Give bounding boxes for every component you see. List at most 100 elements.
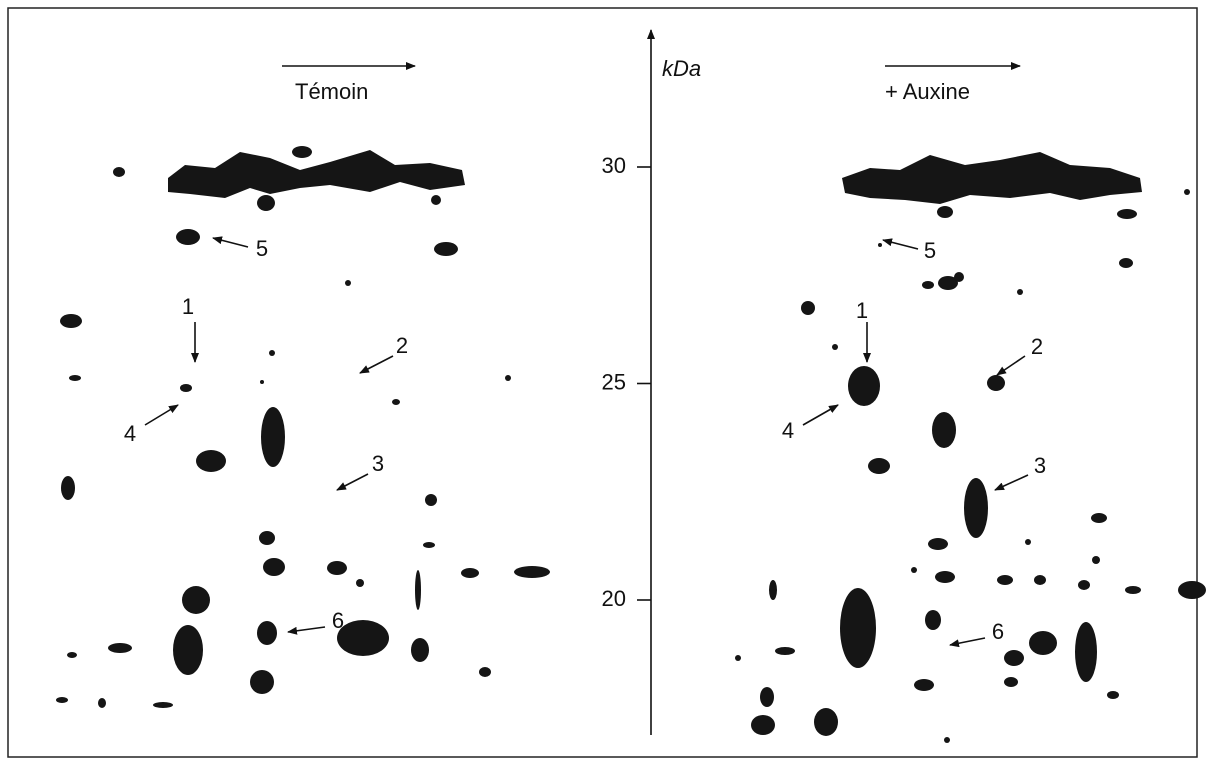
spot-label: 1 — [182, 294, 194, 319]
spot-label: 1 — [856, 298, 868, 323]
protein-spot — [964, 478, 988, 538]
protein-spot — [434, 242, 458, 256]
protein-spot — [479, 667, 491, 677]
spot-arrow — [882, 238, 919, 250]
protein-spot — [196, 450, 226, 472]
protein-spot — [937, 206, 953, 218]
protein-spot — [925, 610, 941, 630]
protein-spot — [356, 579, 364, 587]
protein-spot — [113, 167, 125, 177]
protein-spot — [461, 568, 479, 578]
protein-spot — [257, 621, 277, 645]
protein-spot — [832, 344, 838, 350]
protein-spot — [260, 380, 264, 384]
protein-spot — [56, 697, 68, 703]
protein-spot — [1075, 622, 1097, 682]
spot-band — [842, 152, 1142, 204]
protein-spot — [848, 366, 880, 406]
protein-spot — [67, 652, 77, 658]
panel-title: + Auxine — [885, 79, 970, 104]
spot-label: 6 — [992, 619, 1004, 644]
protein-spot — [153, 702, 173, 708]
protein-spot — [911, 567, 917, 573]
protein-spot — [263, 558, 285, 576]
protein-spot — [935, 571, 955, 583]
protein-spot — [392, 399, 400, 405]
protein-spot — [1184, 189, 1190, 195]
protein-spot — [840, 588, 876, 668]
axis-label: kDa — [662, 56, 701, 81]
protein-spot — [997, 575, 1013, 585]
spot-label: 3 — [1034, 453, 1046, 478]
protein-spot — [987, 375, 1005, 391]
protein-spot — [505, 375, 511, 381]
protein-spot — [327, 561, 347, 575]
protein-spot — [922, 281, 934, 289]
protein-spot — [337, 620, 389, 656]
protein-spot — [801, 301, 815, 315]
spot-label: 3 — [372, 451, 384, 476]
spot-arrow — [994, 474, 1029, 491]
protein-spot — [514, 566, 550, 578]
protein-spot — [1117, 209, 1137, 219]
protein-spot — [954, 272, 964, 282]
spot-arrow — [287, 626, 326, 635]
protein-spot — [938, 276, 958, 290]
protein-spot — [814, 708, 838, 736]
protein-spot — [423, 542, 435, 548]
protein-spot — [928, 538, 948, 550]
protein-spot — [292, 146, 312, 158]
protein-spot — [431, 195, 441, 205]
protein-spot — [1017, 289, 1023, 295]
spot-arrow — [336, 473, 369, 491]
spot-label: 2 — [396, 333, 408, 358]
protein-spot — [1107, 691, 1119, 699]
spot-arrow — [949, 637, 986, 648]
spot-label: 5 — [924, 238, 936, 263]
spot-arrow — [996, 355, 1026, 376]
protein-spot — [914, 679, 934, 691]
spot-band — [168, 150, 465, 198]
protein-spot — [415, 570, 421, 610]
spot-label: 2 — [1031, 334, 1043, 359]
protein-spot — [769, 580, 777, 600]
spot-arrow — [359, 355, 394, 374]
spot-label: 6 — [332, 608, 344, 633]
tick-label: 25 — [602, 369, 626, 394]
protein-spot — [878, 243, 882, 247]
protein-spot — [269, 350, 275, 356]
protein-spot — [259, 531, 275, 545]
spot-label: 4 — [124, 421, 136, 446]
tick-label: 20 — [602, 586, 626, 611]
spot-arrow — [212, 236, 249, 248]
protein-spot — [1092, 556, 1100, 564]
protein-spot — [261, 407, 285, 467]
protein-spot — [751, 715, 775, 735]
protein-spot — [176, 229, 200, 245]
protein-spot — [868, 458, 890, 474]
spot-label: 4 — [782, 418, 794, 443]
protein-spot — [345, 280, 351, 286]
protein-spot — [61, 476, 75, 500]
protein-spot — [182, 586, 210, 614]
protein-spot — [1004, 677, 1018, 687]
protein-spot — [108, 643, 132, 653]
protein-spot — [1091, 513, 1107, 523]
protein-spot — [775, 647, 795, 655]
protein-spot — [60, 314, 82, 328]
protein-spot — [250, 670, 274, 694]
protein-spot — [1125, 586, 1141, 594]
protein-spot — [932, 412, 956, 448]
protein-spot — [1029, 631, 1057, 655]
protein-spot — [760, 687, 774, 707]
protein-spot — [98, 698, 106, 708]
spot-arrow — [802, 404, 839, 426]
protein-spot — [69, 375, 81, 381]
protein-spot — [173, 625, 203, 675]
protein-spot — [257, 195, 275, 211]
protein-spot — [1078, 580, 1090, 590]
protein-spot — [1119, 258, 1133, 268]
protein-spot — [411, 638, 429, 662]
protein-spot — [1034, 575, 1046, 585]
spot-arrow — [144, 404, 179, 426]
